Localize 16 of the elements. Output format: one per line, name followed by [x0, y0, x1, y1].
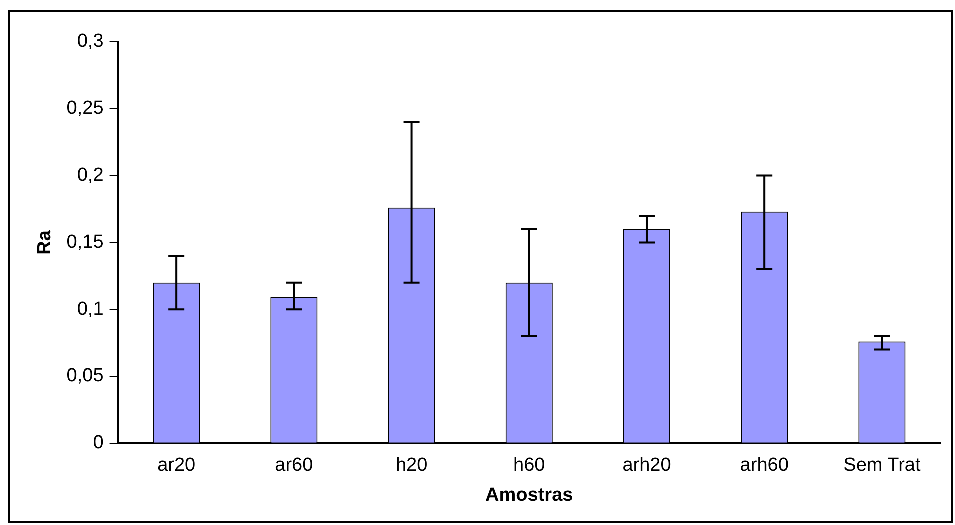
x-tick-label: ar20 — [158, 455, 196, 476]
y-tick-label: 0,25 — [66, 98, 104, 120]
x-tick-label: h60 — [514, 455, 546, 476]
y-tick-label: 0 — [93, 432, 104, 454]
y-tick-label: 0,1 — [77, 298, 104, 320]
x-tick-label: arh60 — [740, 455, 789, 476]
y-axis-title: Ra — [34, 230, 56, 255]
y-tick-label: 0,2 — [77, 165, 104, 186]
x-axis-title: Amostras — [486, 484, 574, 506]
y-tick-label: 0,3 — [77, 31, 104, 52]
y-tick-label: 0,05 — [66, 366, 104, 387]
x-tick-label: h20 — [396, 455, 428, 476]
x-tick-label: arh20 — [622, 455, 672, 476]
x-tick-label: Sem Trat — [844, 455, 922, 476]
x-tick-label: ar60 — [275, 455, 314, 476]
y-tick-label: 0,15 — [66, 232, 104, 253]
